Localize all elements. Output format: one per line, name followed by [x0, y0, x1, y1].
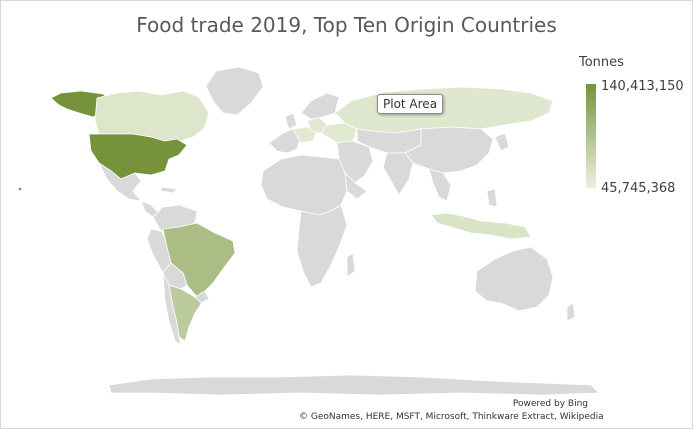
- antarctica-shape: [108, 374, 600, 396]
- greenland-shape: [205, 66, 264, 116]
- southeast-asia-shape: [428, 168, 452, 202]
- scandinavia-shape: [300, 92, 340, 120]
- plot-area-tooltip: Plot Area: [377, 94, 444, 114]
- korea-japan-shape: [494, 132, 510, 152]
- map-credits: © GeoNames, HERE, MSFT, Microsoft, Think…: [299, 412, 604, 422]
- indonesia-shape: [430, 212, 532, 240]
- chart-title: Food trade 2019, Top Ten Origin Countrie…: [136, 13, 557, 37]
- powered-by-label: Powered by Bing: [512, 399, 588, 409]
- caribbean-shape: [160, 186, 178, 194]
- india-shape: [382, 152, 414, 196]
- europe-west-shape: [268, 128, 302, 154]
- legend-max-label: 140,413,150: [601, 79, 684, 94]
- hawaii-shape: [18, 187, 22, 191]
- madagascar-shape: [346, 252, 356, 278]
- africa-north-shape: [260, 154, 348, 216]
- new-zealand-shape: [566, 302, 576, 322]
- uruguay-shape: [194, 290, 210, 304]
- mexico-shape: [97, 161, 142, 202]
- legend-color-scale: [586, 84, 596, 188]
- russia-shape: [334, 86, 554, 134]
- australia-shape: [474, 246, 554, 312]
- legend-title: Tonnes: [579, 55, 624, 70]
- philippines-shape: [486, 188, 498, 208]
- legend-min-label: 45,745,368: [601, 181, 676, 196]
- uk-shape: [284, 112, 298, 130]
- africa-south-shape: [296, 204, 348, 288]
- chile-shape: [162, 272, 182, 346]
